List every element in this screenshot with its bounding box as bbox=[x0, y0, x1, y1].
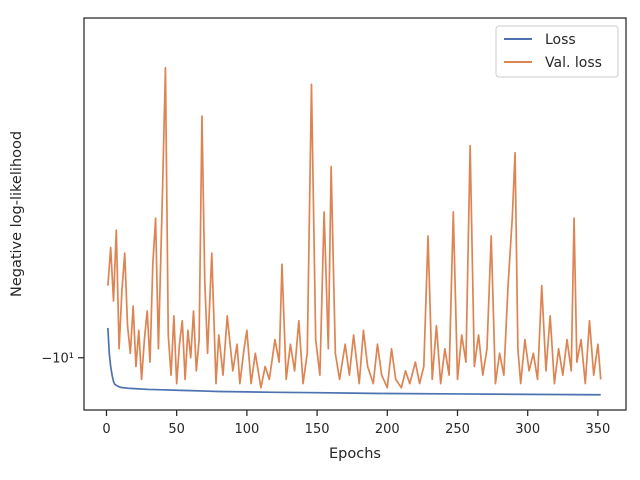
x-tick-label: 0 bbox=[102, 422, 110, 437]
x-tick-label: 100 bbox=[234, 422, 259, 437]
y-axis-ticks: −10¹ bbox=[41, 352, 84, 367]
y-tick-label: −10¹ bbox=[41, 352, 74, 367]
series-line-loss bbox=[107, 327, 601, 396]
series-line-val-loss bbox=[107, 66, 602, 389]
x-tick-label: 150 bbox=[305, 422, 330, 437]
series-lines bbox=[107, 66, 602, 396]
x-tick-label: 250 bbox=[445, 422, 470, 437]
x-tick-label: 200 bbox=[375, 422, 400, 437]
x-axis-ticks: 0 50 100 150 200 250 300 350 bbox=[102, 410, 610, 437]
legend-label-loss: Loss bbox=[545, 32, 576, 48]
y-axis-label: Negative log-likelihood bbox=[9, 131, 25, 297]
legend: Loss Val. loss bbox=[495, 25, 619, 78]
x-tick-label: 300 bbox=[515, 422, 540, 437]
x-axis-label: Epochs bbox=[329, 446, 381, 462]
x-tick-label: 350 bbox=[586, 422, 611, 437]
legend-label-val-loss: Val. loss bbox=[545, 55, 602, 71]
x-tick-label: 50 bbox=[168, 422, 185, 437]
